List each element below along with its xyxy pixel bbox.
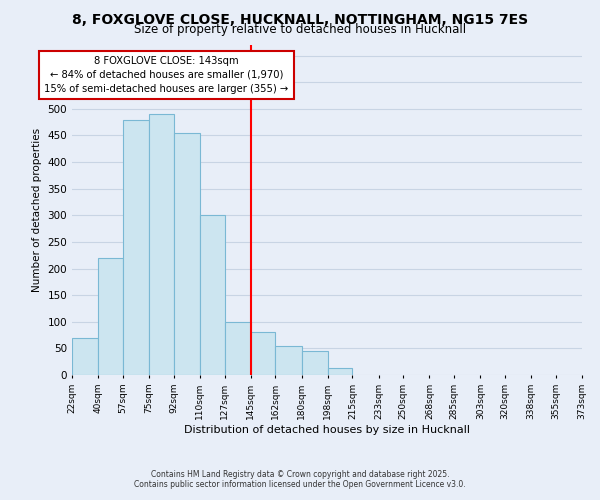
Bar [174, 133, 200, 375]
X-axis label: Distribution of detached houses by size in Hucknall: Distribution of detached houses by size … [184, 424, 470, 434]
Bar [123, 120, 149, 375]
Bar [72, 338, 98, 375]
Text: Size of property relative to detached houses in Hucknall: Size of property relative to detached ho… [134, 22, 466, 36]
Bar [251, 332, 275, 375]
Bar [98, 258, 123, 375]
Text: Contains HM Land Registry data © Crown copyright and database right 2025.
Contai: Contains HM Land Registry data © Crown c… [134, 470, 466, 489]
Text: 8, FOXGLOVE CLOSE, HUCKNALL, NOTTINGHAM, NG15 7ES: 8, FOXGLOVE CLOSE, HUCKNALL, NOTTINGHAM,… [72, 12, 528, 26]
Text: 8 FOXGLOVE CLOSE: 143sqm
← 84% of detached houses are smaller (1,970)
15% of sem: 8 FOXGLOVE CLOSE: 143sqm ← 84% of detach… [44, 56, 289, 94]
Bar [328, 368, 352, 375]
Bar [200, 216, 224, 375]
Bar [302, 351, 328, 375]
Bar [224, 322, 251, 375]
Bar [149, 114, 174, 375]
Bar [275, 346, 302, 375]
Y-axis label: Number of detached properties: Number of detached properties [32, 128, 42, 292]
